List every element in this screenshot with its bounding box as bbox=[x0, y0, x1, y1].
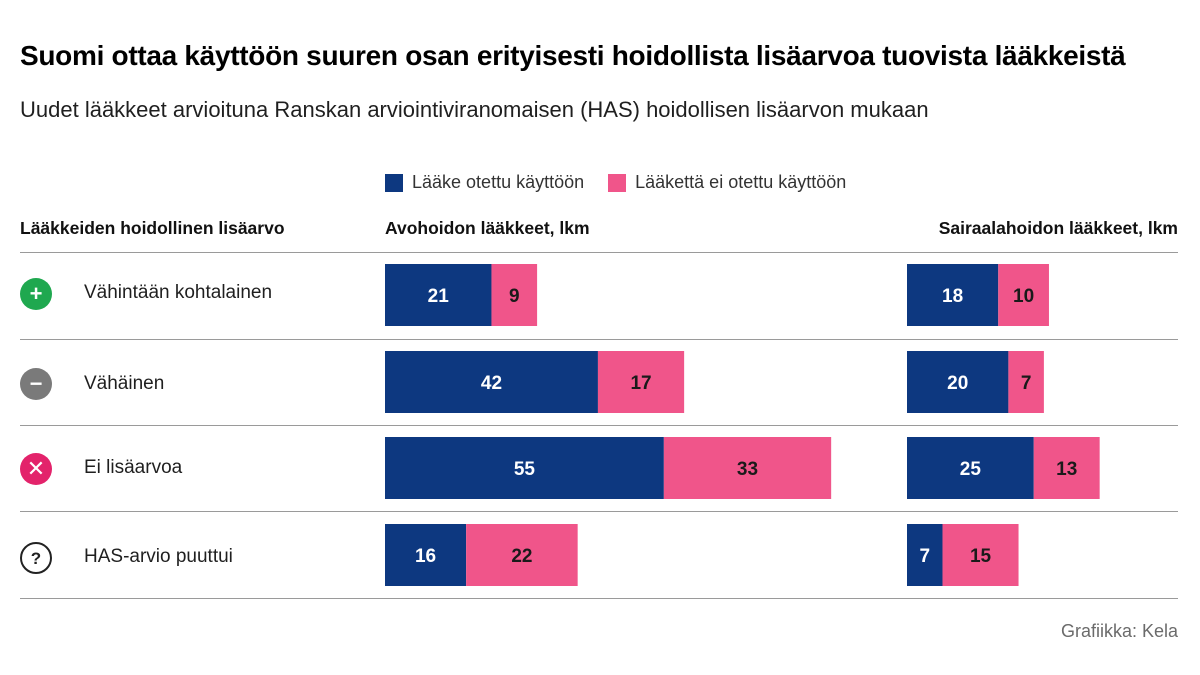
legend-item-adopted: Lääke otettu käyttöön bbox=[385, 172, 584, 193]
hospital-bar-value-label: 25 bbox=[960, 459, 982, 480]
outpatient-bar-value-label: 17 bbox=[630, 373, 651, 394]
outpatient-bar-not-adopted bbox=[491, 264, 538, 326]
hospital-bar-value-label: 13 bbox=[1056, 459, 1077, 480]
question-icon: ? bbox=[20, 542, 52, 574]
hospital-bar-not-adopted bbox=[1033, 437, 1100, 499]
divider bbox=[20, 598, 1178, 599]
row-label-none: Ei lisäarvoa bbox=[84, 457, 183, 478]
hospital-bar-adopted bbox=[907, 264, 999, 326]
divider bbox=[20, 511, 1178, 512]
legend-item-not-adopted: Lääkettä ei otettu käyttöön bbox=[608, 172, 846, 193]
hospital-bar-value-label: 15 bbox=[970, 546, 992, 567]
hospital-bar-value-label: 18 bbox=[942, 286, 963, 307]
legend-swatch-not-adopted bbox=[608, 173, 627, 192]
row-label-moderate: Vähintään kohtalainen bbox=[84, 282, 273, 303]
outpatient-bar-value-label: 42 bbox=[481, 373, 502, 394]
outpatient-bar-not-adopted bbox=[663, 437, 832, 499]
outpatient-bar-value-label: 21 bbox=[428, 286, 450, 307]
hospital-bar-adopted bbox=[907, 351, 1009, 413]
divider bbox=[20, 339, 1178, 340]
divider bbox=[20, 425, 1178, 426]
hospital-bar-value-label: 20 bbox=[947, 373, 968, 394]
category-column-header: Lääkkeiden hoidollinen lisäarvo bbox=[20, 218, 285, 238]
outpatient-bar-value-label: 55 bbox=[514, 459, 536, 480]
hospital-bar-not-adopted bbox=[1008, 351, 1044, 413]
hospital-bar-value-label: 7 bbox=[919, 546, 930, 567]
plus-icon: + bbox=[20, 278, 52, 310]
outpatient-bar-value-label: 33 bbox=[737, 459, 758, 480]
chart-subtitle: Uudet lääkkeet arvioituna Ranskan arvioi… bbox=[20, 97, 929, 122]
outpatient-bar-not-adopted bbox=[597, 351, 685, 413]
outpatient-bar-adopted bbox=[385, 524, 467, 586]
outpatient-bar-adopted bbox=[385, 264, 492, 326]
chart-title: Suomi ottaa käyttöön suuren osan erityis… bbox=[20, 40, 1126, 71]
hospital-bar-value-label: 7 bbox=[1021, 373, 1032, 394]
hospital-bar-value-label: 10 bbox=[1013, 286, 1034, 307]
outpatient-bar-not-adopted bbox=[466, 524, 578, 586]
outpatient-bar-value-label: 16 bbox=[415, 546, 436, 567]
outpatient-column-header: Avohoidon lääkkeet, lkm bbox=[385, 218, 590, 238]
outpatient-bar-value-label: 22 bbox=[511, 546, 532, 567]
outpatient-bar-adopted bbox=[385, 351, 598, 413]
hospital-bar-not-adopted bbox=[998, 264, 1049, 326]
credit: Grafiikka: Kela bbox=[1060, 621, 1178, 641]
outpatient-bar-value-label: 9 bbox=[509, 286, 520, 307]
legend-label-adopted: Lääke otettu käyttöön bbox=[412, 172, 585, 192]
legend-swatch-adopted bbox=[385, 173, 403, 192]
minus-icon: − bbox=[20, 368, 52, 400]
row-label-minor: Vähäinen bbox=[84, 373, 165, 394]
row-label-missing: HAS-arvio puuttui bbox=[84, 546, 233, 567]
legend: Lääke otettu käyttöön Lääkettä ei otettu… bbox=[385, 172, 870, 193]
outpatient-bar-adopted bbox=[385, 437, 664, 499]
hospital-bar-not-adopted bbox=[942, 524, 1019, 586]
divider bbox=[20, 252, 1178, 253]
hospital-bar-adopted bbox=[907, 524, 943, 586]
cross-icon: ✕ bbox=[20, 453, 52, 485]
hospital-column-header: Sairaalahoidon lääkkeet, lkm bbox=[938, 218, 1178, 238]
legend-label-not-adopted: Lääkettä ei otettu käyttöön bbox=[635, 172, 847, 192]
hospital-bar-adopted bbox=[907, 437, 1034, 499]
